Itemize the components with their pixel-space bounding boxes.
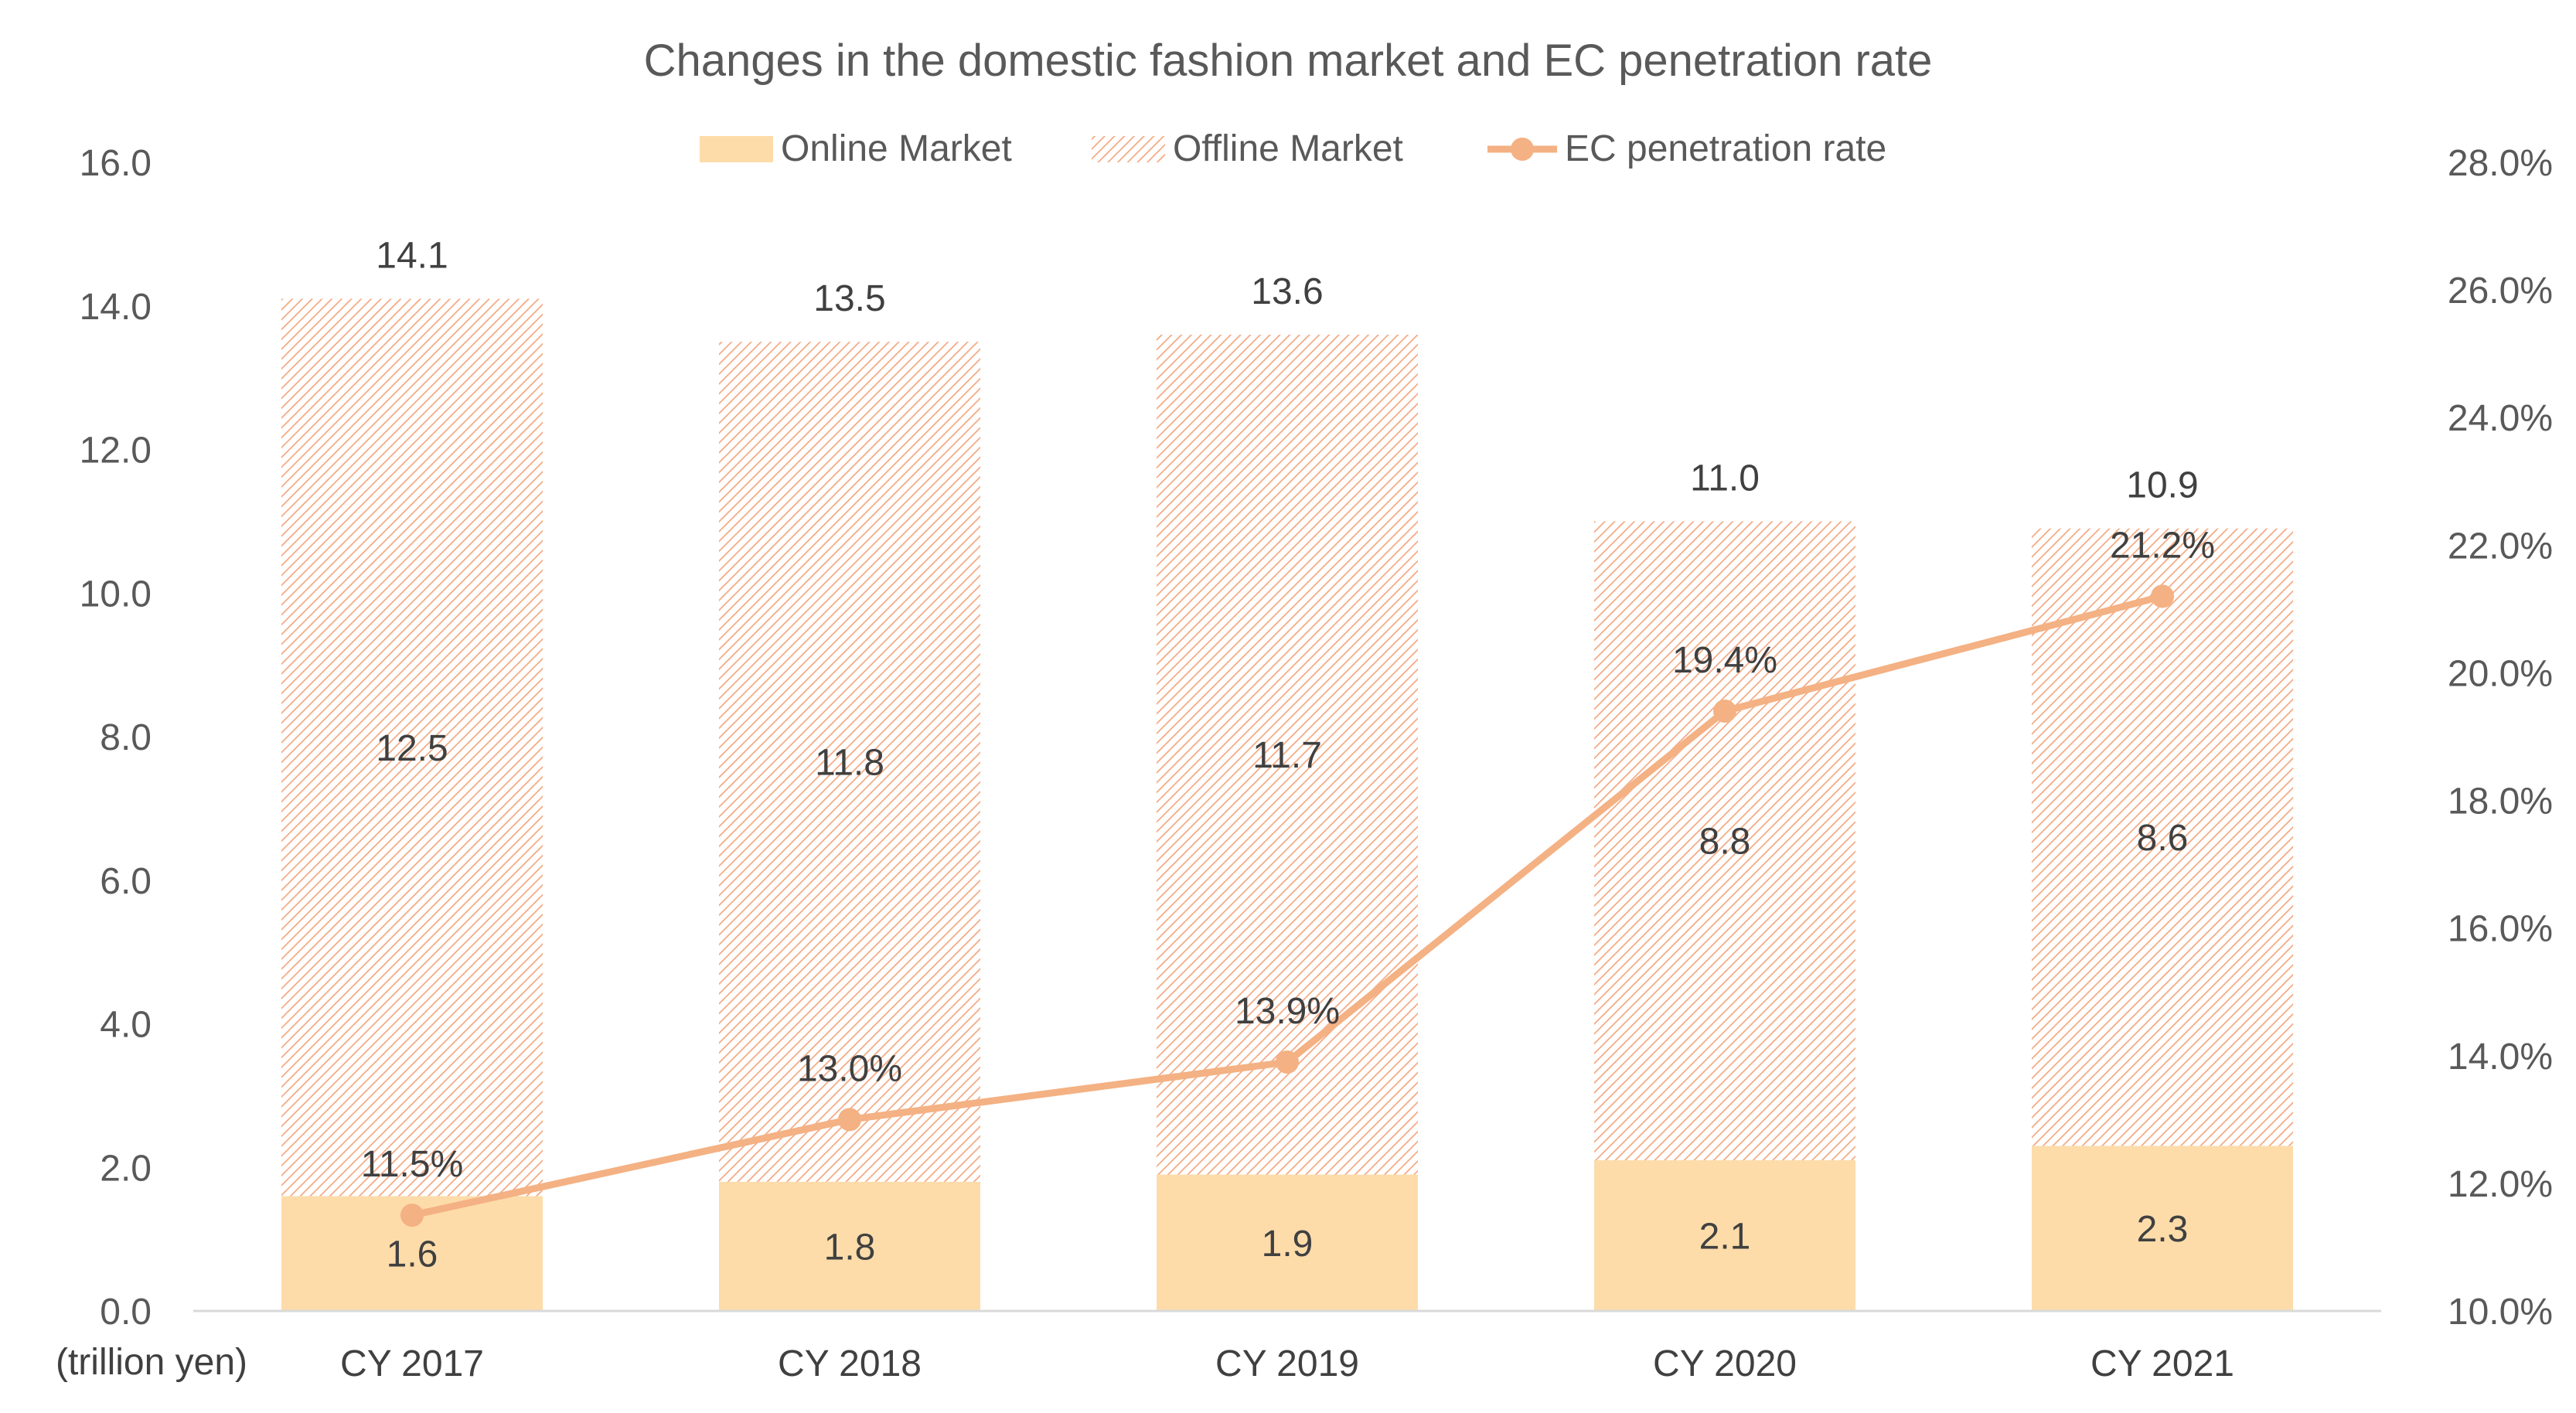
legend-label-online-market: Online Market <box>781 128 1012 169</box>
category-tick-label: CY 2019 <box>1215 1343 1359 1384</box>
right-y-tick-label: 26.0% <box>2448 271 2553 312</box>
ec-penetration-rate-point <box>838 1108 861 1132</box>
legend-swatch-online-market <box>700 136 773 162</box>
total-value-label: 13.6 <box>1251 271 1323 312</box>
online-market-bar <box>2032 1146 2293 1311</box>
offline-market-bar <box>1594 521 1855 1160</box>
online-market-bar <box>1594 1159 1855 1311</box>
right-y-tick-label: 22.0% <box>2448 526 2553 567</box>
left-y-tick-label: 12.0 <box>80 431 152 472</box>
ec-penetration-rate-point <box>1713 699 1736 723</box>
online-market-value-label: 1.9 <box>1262 1224 1314 1265</box>
legend-swatch-offline-market <box>1092 136 1165 162</box>
offline-market-bar <box>2032 528 2293 1146</box>
offline-market-bar <box>281 298 543 1197</box>
chart-title: Changes in the domestic fashion market a… <box>644 36 1933 86</box>
ec-penetration-rate-label: 21.2% <box>2110 525 2215 566</box>
ec-penetration-rate-label: 11.5% <box>361 1144 464 1185</box>
ec-penetration-rate-label: 19.4% <box>1672 640 1777 681</box>
category-tick-label: CY 2020 <box>1653 1343 1797 1384</box>
offline-market-value-label: 11.8 <box>815 743 884 784</box>
category-tick-label: CY 2021 <box>2090 1343 2234 1384</box>
ec-penetration-rate-label: 13.0% <box>797 1048 902 1089</box>
left-y-tick-label: 6.0 <box>100 861 152 902</box>
online-market-value-label: 2.3 <box>2137 1209 2189 1250</box>
left-y-tick-label: 0.0 <box>100 1292 152 1333</box>
offline-market-bar <box>719 342 980 1182</box>
left-y-tick-label: 4.0 <box>100 1005 152 1046</box>
right-y-tick-label: 20.0% <box>2448 653 2553 694</box>
online-market-value-label: 2.1 <box>1699 1216 1751 1257</box>
right-y-tick-label: 28.0% <box>2448 143 2553 184</box>
line-series-group: 11.5% 13.0% 13.9% 19.4% 21.2% <box>361 525 2215 1227</box>
right-y-tick-label: 18.0% <box>2448 781 2553 822</box>
ec-penetration-rate-label: 13.9% <box>1235 991 1340 1032</box>
right-y-tick-label: 10.0% <box>2448 1292 2553 1333</box>
total-value-label: 13.5 <box>813 278 885 319</box>
online-market-value-label: 1.6 <box>387 1234 438 1275</box>
left-y-tick-label: 8.0 <box>100 717 152 758</box>
right-y-tick-label: 16.0% <box>2448 909 2553 950</box>
offline-market-value-label: 8.6 <box>2137 818 2189 859</box>
y-axis-unit-label: (trillion yen) <box>56 1342 247 1383</box>
offline-market-value-label: 12.5 <box>376 728 448 769</box>
right-y-axis: 10.0% 12.0% 14.0% 16.0% 18.0% 20.0% 22.0% 24.0%… <box>2448 143 2553 1333</box>
total-value-label: 11.0 <box>1690 458 1760 499</box>
ec-penetration-rate-point <box>400 1204 424 1227</box>
category-tick-label: CY 2018 <box>778 1343 922 1384</box>
offline-market-bar <box>1157 334 1418 1175</box>
chart-legend: Online Market Offline Market EC penetratio… <box>700 128 1886 169</box>
legend-label-offline-market: Offline Market <box>1173 128 1403 169</box>
left-y-tick-label: 10.0 <box>80 574 152 615</box>
online-market-value-label: 1.8 <box>824 1227 876 1268</box>
total-value-label: 14.1 <box>376 235 448 276</box>
left-y-tick-label: 14.0 <box>80 287 152 328</box>
offline-market-value-label: 11.7 <box>1252 735 1322 776</box>
left-y-tick-label: 16.0 <box>80 143 152 184</box>
right-y-tick-label: 12.0% <box>2448 1164 2553 1205</box>
ec-penetration-rate-point <box>2151 584 2174 608</box>
offline-market-value-label: 8.8 <box>1699 822 1751 863</box>
legend-label-ec-penetration-rate: EC penetration rate <box>1565 128 1886 169</box>
left-y-axis: 0.0 2.0 4.0 6.0 8.0 10.0 12.0 14.0 16.0 (trillion… <box>56 143 247 1383</box>
category-axis: CY 2017 CY 2018 CY 2019 CY 2020 CY 2021 <box>193 1309 2381 1384</box>
online-market-bar <box>719 1181 980 1311</box>
bar-series-group: 1.612.514.11.811.813.51.911.713.62.18.81… <box>281 235 2293 1311</box>
category-tick-label: CY 2017 <box>340 1343 484 1384</box>
right-y-tick-label: 14.0% <box>2448 1037 2553 1078</box>
legend-marker-ec-penetration-rate <box>1511 138 1534 161</box>
online-market-bar <box>1157 1174 1418 1311</box>
left-y-tick-label: 2.0 <box>100 1148 152 1189</box>
total-value-label: 10.9 <box>2126 465 2198 506</box>
right-y-tick-label: 24.0% <box>2448 398 2553 439</box>
ec-penetration-rate-point <box>1276 1050 1299 1074</box>
